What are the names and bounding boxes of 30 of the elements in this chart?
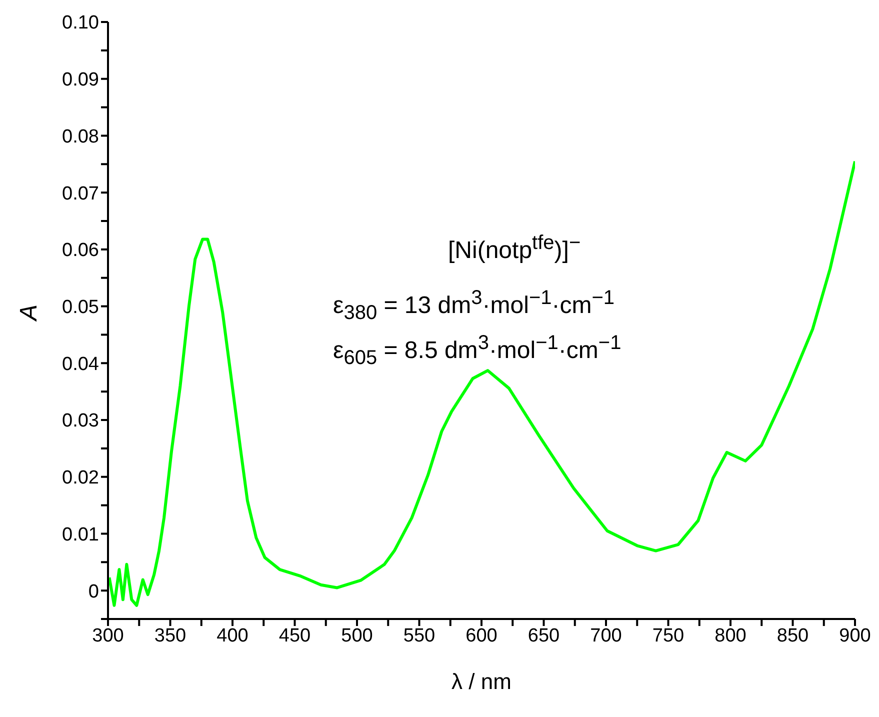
x-tick-label: 650 <box>528 625 560 646</box>
x-tick-label: 550 <box>403 625 436 646</box>
x-tick-label: 800 <box>714 625 746 646</box>
y-tick-label: 0 <box>88 581 99 602</box>
x-tick-label: 600 <box>466 625 498 646</box>
x-tick-label: 850 <box>776 625 809 646</box>
y-tick-label: 0.09 <box>62 70 99 91</box>
y-tick-label: 0.05 <box>62 297 99 318</box>
y-tick-label: 0.03 <box>62 410 99 432</box>
x-tick-label: 400 <box>216 625 248 646</box>
y-tick-label: 0.08 <box>62 126 99 148</box>
x-tick-label: 700 <box>590 625 622 646</box>
y-axis-title: A <box>16 304 43 322</box>
y-tick-label: 0.01 <box>62 524 99 546</box>
y-tick-label: 0.07 <box>62 183 99 204</box>
x-tick-label: 500 <box>341 625 373 646</box>
x-tick-label: 450 <box>278 625 311 646</box>
y-tick-label: 0.10 <box>62 12 99 34</box>
y-tick-label: 0.04 <box>62 354 100 375</box>
x-tick-label: 300 <box>92 625 124 646</box>
line-series <box>108 160 855 607</box>
annotation: ε$_{605}$ = 8.5 dm$^{3}$·mol$^{−1}$·cm$^{−1}$ <box>333 331 622 371</box>
annotation: ε$_{380}$ = 13 dm$^{3}$·mol$^{−1}$·cm$^{−1}$ <box>333 286 615 326</box>
y-tick-label: 0.06 <box>62 240 99 262</box>
x-tick-label: 900 <box>839 625 871 646</box>
annotation: [Ni(notp$^{tfe}$)]$^{−}$ <box>448 231 581 266</box>
y-tick-label: 0.02 <box>62 468 99 489</box>
x-tick-label: 750 <box>652 625 684 646</box>
x-axis-title: λ / nm <box>452 669 512 694</box>
x-tick-label: 350 <box>154 625 186 646</box>
